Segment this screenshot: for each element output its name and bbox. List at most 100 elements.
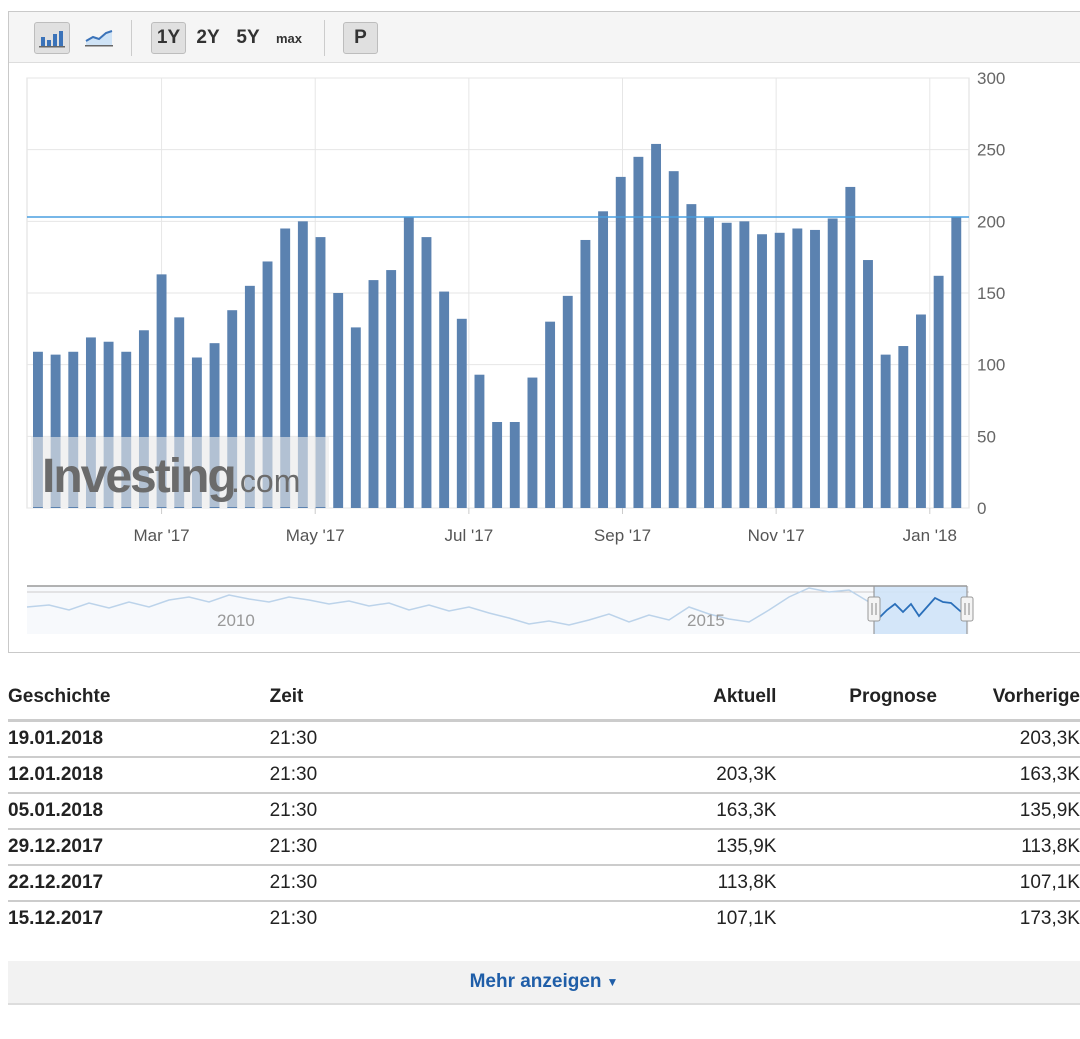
watermark-logo: Investing .com (31, 437, 329, 507)
chevron-down-icon: ▼ (606, 975, 619, 989)
bar[interactable] (686, 204, 697, 508)
x-tick-label: Jan '18 (903, 526, 957, 545)
row-actual: 107,1K (716, 908, 777, 929)
row-actual: 203,3K (578, 757, 777, 794)
bar[interactable] (704, 217, 714, 509)
bar[interactable] (951, 217, 962, 509)
bar[interactable] (668, 171, 679, 508)
show-more-button[interactable]: Mehr anzeigen ▼ (8, 961, 1080, 1005)
bar[interactable] (262, 261, 273, 508)
bar-chart: Investing .com 300 250 200 150 100 50 0 Mar '1… (26, 69, 1005, 634)
history-table: Geschichte Zeit Aktuell Prognose Vorheri… (8, 675, 1080, 936)
row-forecast (776, 720, 937, 758)
row-previous: 203,3K (936, 720, 1080, 758)
bar[interactable] (527, 377, 538, 508)
y-tick-label: 0 (977, 499, 986, 518)
y-tick-label: 50 (977, 427, 996, 446)
p-button[interactable]: P (343, 22, 378, 54)
x-tick-label: May '17 (286, 526, 345, 545)
bar[interactable] (880, 354, 891, 508)
row-actual: 135,9K (578, 829, 777, 866)
bar[interactable] (562, 295, 573, 508)
range-max-button[interactable]: max (275, 30, 303, 46)
bar[interactable] (898, 346, 909, 508)
bar[interactable] (810, 229, 820, 508)
bar[interactable] (368, 280, 379, 508)
bar[interactable] (421, 237, 432, 508)
y-tick-label: 300 (977, 69, 1005, 88)
bar[interactable] (757, 234, 767, 508)
navigator-right-handle[interactable] (960, 596, 974, 622)
table-row: 19.01.2018 21:30 203,3K (8, 720, 1080, 758)
row-previous: 163,3K (936, 757, 1080, 794)
bar[interactable] (315, 237, 326, 508)
col-prognose: Prognose (776, 675, 937, 722)
bar[interactable] (156, 274, 167, 508)
bar[interactable] (297, 221, 308, 509)
row-forecast (776, 865, 937, 902)
col-aktuell: Aktuell (578, 675, 777, 722)
row-forecast (776, 793, 937, 830)
row-actual: 163,3K (578, 793, 777, 830)
bar[interactable] (403, 217, 414, 509)
bar[interactable] (174, 317, 185, 508)
bar[interactable] (103, 341, 114, 508)
range-2y-button[interactable]: 2Y (196, 27, 220, 48)
bar[interactable] (633, 156, 644, 508)
x-tick-label: Sep '17 (594, 526, 651, 545)
row-forecast (776, 757, 937, 794)
bar[interactable] (845, 186, 856, 508)
bar[interactable] (651, 143, 662, 508)
range-1y-button[interactable]: 1Y (151, 22, 186, 54)
row-time: 21:30 (269, 865, 579, 902)
bar[interactable] (792, 228, 803, 509)
bar[interactable] (598, 211, 609, 509)
bar[interactable] (615, 176, 626, 508)
bar[interactable] (85, 337, 96, 508)
bar[interactable] (863, 260, 873, 508)
bar[interactable] (827, 218, 838, 508)
bar[interactable] (333, 293, 344, 508)
bar[interactable] (244, 285, 255, 508)
bar[interactable] (545, 321, 556, 508)
bar[interactable] (439, 291, 450, 508)
bar[interactable] (774, 232, 785, 509)
navigator[interactable]: 2010 2015 (26, 585, 974, 634)
bar[interactable] (933, 275, 944, 508)
y-tick-label: 250 (977, 141, 1005, 160)
navigator-selection[interactable] (874, 586, 967, 634)
table-row: 29.12.2017 21:30 135,9K 113,8K (8, 829, 1080, 866)
watermark-suffix: .com (231, 463, 300, 499)
bar[interactable] (50, 354, 61, 508)
bar[interactable] (191, 357, 202, 509)
range-5y-button[interactable]: 5Y (236, 27, 260, 48)
bar[interactable] (492, 422, 503, 508)
history-header-row: Geschichte Zeit Aktuell Prognose Vorheri… (8, 675, 1080, 722)
bar[interactable] (509, 422, 520, 508)
bar[interactable] (580, 239, 591, 508)
bar[interactable] (227, 310, 238, 508)
watermark-brand: Investing (42, 450, 235, 503)
row-previous: 135,9K (936, 793, 1080, 830)
navigator-left-handle[interactable] (867, 596, 881, 622)
row-time: 21:30 (269, 908, 318, 929)
row-date: 15.12.2017 (8, 908, 104, 929)
bar[interactable] (121, 351, 132, 508)
bar[interactable] (916, 314, 926, 509)
bar[interactable] (721, 222, 732, 508)
table-row: 05.01.2018 21:30 163,3K 135,9K (8, 793, 1080, 830)
bar[interactable] (474, 374, 485, 508)
navigator-label-2015: 2015 (687, 611, 725, 630)
bar[interactable] (739, 221, 750, 509)
bar[interactable] (33, 351, 43, 508)
bar[interactable] (456, 318, 467, 508)
bar[interactable] (209, 343, 220, 508)
bar[interactable] (386, 270, 397, 508)
bar[interactable] (68, 351, 79, 508)
bar[interactable] (138, 330, 149, 508)
bar[interactable] (280, 228, 291, 509)
line-chart-icon[interactable] (81, 22, 117, 54)
bar-chart-icon[interactable] (34, 22, 70, 54)
bar[interactable] (350, 327, 361, 508)
navigator-label-2010: 2010 (217, 611, 255, 630)
